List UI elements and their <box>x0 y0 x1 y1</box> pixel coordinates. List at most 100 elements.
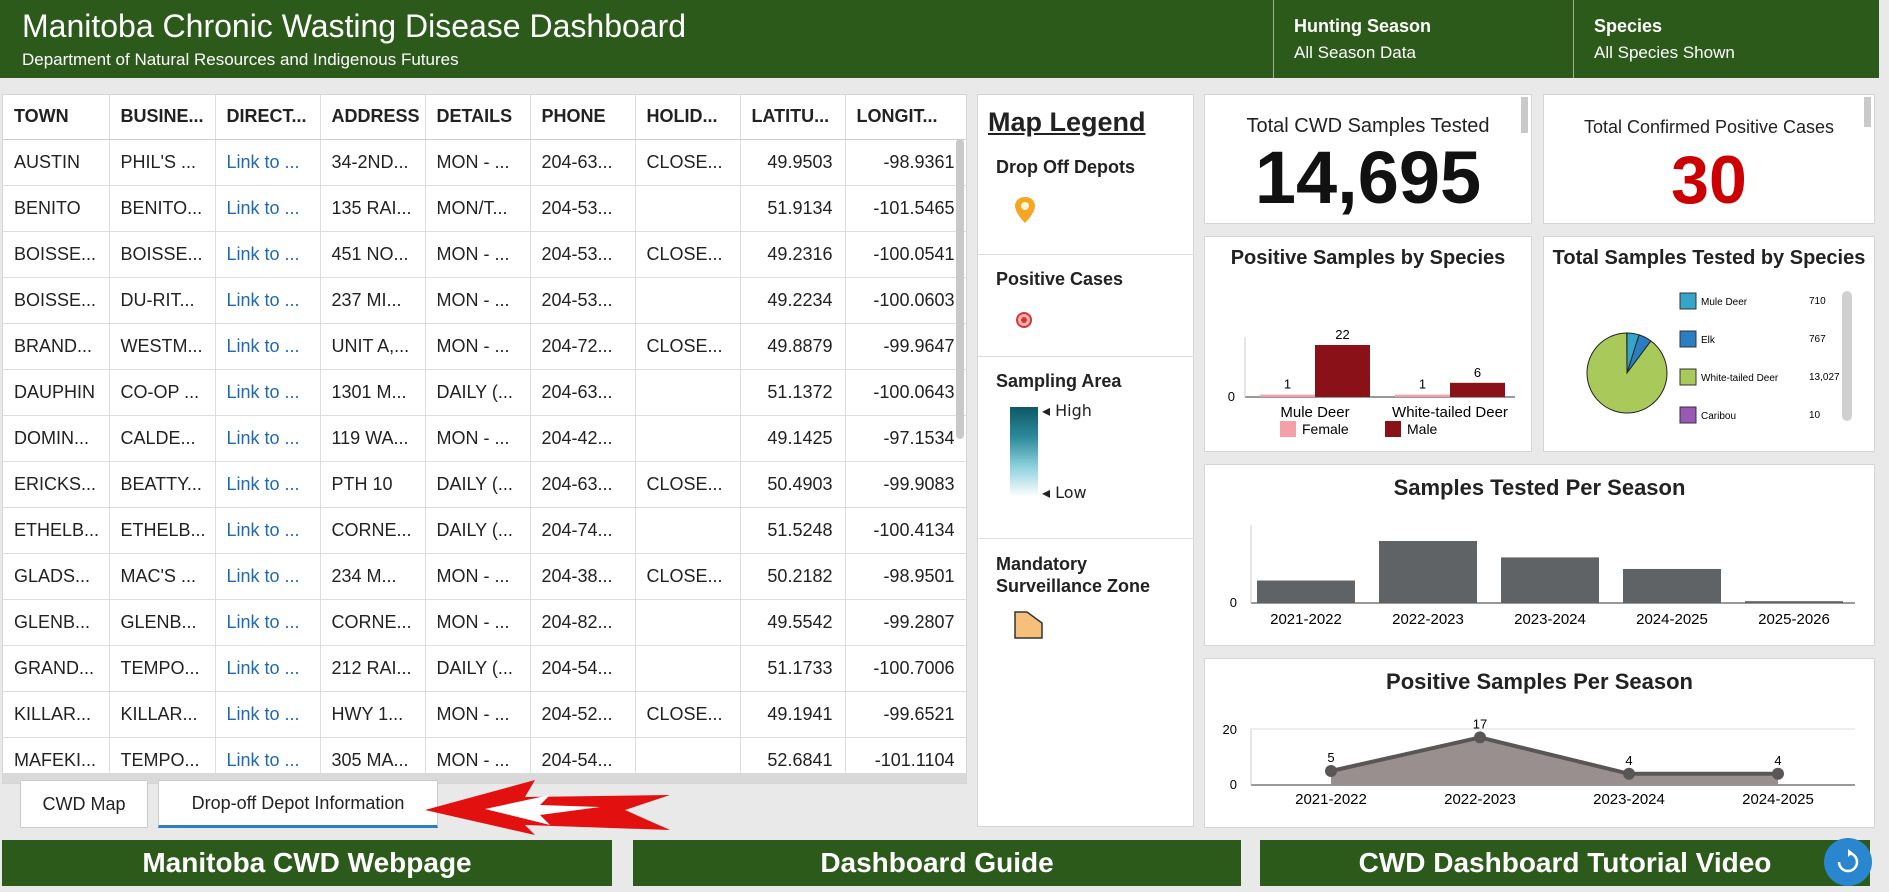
refresh-button[interactable] <box>1824 838 1872 886</box>
table-row[interactable]: DOMIN... CALDE... Link to ... 119 WA... MON … <box>3 415 966 462</box>
kpi-total-samples-card: Total CWD Samples Tested 14,695 <box>1204 94 1532 224</box>
table-cell[interactable]: Link to ... <box>215 415 321 462</box>
chart4-title: Positive Samples Per Season <box>1386 669 1693 694</box>
column-header[interactable]: PHONE <box>530 95 636 140</box>
table-row[interactable]: AUSTIN PHIL'S ... Link to ... 34-2ND... MON … <box>3 139 966 186</box>
table-cell: 1301 M... <box>320 369 426 416</box>
dashboard-title: Manitoba Chronic Wasting Disease Dashboa… <box>22 8 687 44</box>
season-bar <box>1257 580 1355 603</box>
dashboard-guide-button[interactable]: Dashboard Guide <box>633 840 1241 886</box>
table-scrollbar-horizontal[interactable] <box>3 773 966 783</box>
table-row[interactable]: ERICKS... BEATTY... Link to ... PTH 10 DAILY… <box>3 461 966 508</box>
table-cell: GLADS... <box>3 553 110 600</box>
positive-case-icon <box>1016 312 1032 328</box>
legend-label: Elk <box>1701 335 1716 346</box>
table-cell: MON - ... <box>425 277 531 324</box>
hunting-season-selector[interactable]: Hunting Season All Season Data <box>1273 0 1573 78</box>
table-cell[interactable]: Link to ... <box>215 553 321 600</box>
samples-per-season-card: Samples Tested Per Season 0 2021-2022 2022… <box>1204 464 1875 646</box>
table-cell: 49.5542 <box>740 599 846 646</box>
table-cell: DAUPHIN <box>3 369 110 416</box>
table-cell: ETHELB... <box>3 507 110 554</box>
kpi-total-label: Total CWD Samples Tested <box>1246 115 1490 137</box>
table-cell: -99.9083 <box>845 461 966 508</box>
tab-drop-off-depot-information[interactable]: Drop-off Depot Information <box>158 780 438 828</box>
table-cell: 237 MI... <box>320 277 426 324</box>
y-tick-label: 0 <box>1228 389 1235 404</box>
table-cell: PTH 10 <box>320 461 426 508</box>
table-cell: CLOSE... <box>635 139 741 186</box>
table-row[interactable]: KILLAR... KILLAR... Link to ... HWY 1... MON… <box>3 691 966 738</box>
column-header[interactable]: BUSINE... <box>109 95 216 140</box>
table-cell[interactable]: Link to ... <box>215 461 321 508</box>
table-cell: BRAND... <box>3 323 110 370</box>
column-header[interactable]: ADDRESS <box>320 95 426 140</box>
column-header[interactable]: LONGIT... <box>845 95 966 140</box>
column-header[interactable]: HOLID... <box>635 95 741 140</box>
table-cell: 204-63... <box>530 461 636 508</box>
table-cell: BENITO... <box>109 185 216 232</box>
legend-swatch <box>1679 330 1697 348</box>
table-cell[interactable]: Link to ... <box>215 323 321 370</box>
table-cell: TEMPO... <box>109 645 216 692</box>
legend-mandatory-section: Mandatory Surveillance Zone <box>978 539 1194 828</box>
pie-legend-scrollbar[interactable] <box>1842 291 1852 421</box>
bar-female <box>1260 394 1315 397</box>
kpi-total-scrollbar[interactable] <box>1521 97 1528 133</box>
x-tick-label: 2021-2022 <box>1295 791 1367 808</box>
table-cell: -98.9361 <box>845 139 966 186</box>
legend-value: 767 <box>1809 334 1826 345</box>
table-cell[interactable]: Link to ... <box>215 277 321 324</box>
table-cell: 34-2ND... <box>320 139 426 186</box>
column-header[interactable]: DIRECT... <box>215 95 321 140</box>
kpi-positive-value: 30 <box>1671 142 1747 218</box>
x-tick-label: 2023-2024 <box>1514 611 1586 628</box>
column-header[interactable]: DETAILS <box>425 95 531 140</box>
table-cell[interactable]: Link to ... <box>215 599 321 646</box>
table-cell: MON - ... <box>425 139 531 186</box>
column-header[interactable]: LATITU... <box>740 95 846 140</box>
x-tick-label: 2022-2023 <box>1392 611 1464 628</box>
table-cell: KILLAR... <box>3 691 110 738</box>
table-cell: BOISSE... <box>3 277 110 324</box>
table-cell: CLOSE... <box>635 461 741 508</box>
cwd-webpage-button[interactable]: Manitoba CWD Webpage <box>2 840 612 886</box>
table-row[interactable]: BOISSE... BOISSE... Link to ... 451 NO... MO… <box>3 231 966 278</box>
table-cell[interactable]: Link to ... <box>215 185 321 232</box>
x-tick-label: 2021-2022 <box>1270 611 1342 628</box>
table-cell[interactable]: Link to ... <box>215 139 321 186</box>
legend-swatch <box>1679 368 1697 386</box>
table-cell: -100.0603 <box>845 277 966 324</box>
sampling-high-label: High <box>1055 401 1092 420</box>
legend-value: 710 <box>1809 296 1826 307</box>
x-tick-label: 2023-2024 <box>1593 791 1665 808</box>
tutorial-video-button[interactable]: CWD Dashboard Tutorial Video <box>1260 840 1870 886</box>
table-cell: GLENB... <box>109 599 216 646</box>
table-cell[interactable]: Link to ... <box>215 231 321 278</box>
column-header[interactable]: TOWN <box>3 95 110 140</box>
table-cell: DAILY (... <box>425 461 531 508</box>
table-scrollbar[interactable] <box>956 139 964 439</box>
table-row[interactable]: GLADS... MAC'S ... Link to ... 234 M... MON … <box>3 553 966 600</box>
table-row[interactable]: BOISSE... DU-RIT... Link to ... 237 MI... MO… <box>3 277 966 324</box>
species-selector[interactable]: Species All Species Shown <box>1573 0 1879 78</box>
table-row[interactable]: GRAND... TEMPO... Link to ... 212 RAI... DAI… <box>3 645 966 692</box>
data-label: 1 <box>1284 377 1291 392</box>
positive-per-season-chart: 20 0 5 2021-2022 17 2022-2023 4 2023-2024 4 2024-… <box>1223 716 1855 808</box>
table-cell[interactable]: Link to ... <box>215 645 321 692</box>
table-row[interactable]: BENITO BENITO... Link to ... 135 RAI... MON/… <box>3 185 966 232</box>
legend-label: Male <box>1407 421 1438 437</box>
table-cell: MON - ... <box>425 691 531 738</box>
positive-per-season-card: Positive Samples Per Season 20 0 5 2021-202… <box>1204 658 1875 828</box>
kpi-positive-scrollbar[interactable] <box>1864 97 1871 127</box>
table-row[interactable]: GLENB... GLENB... Link to ... CORNE... MON -… <box>3 599 966 646</box>
table-cell: CO-OP ... <box>109 369 216 416</box>
table-cell[interactable]: Link to ... <box>215 691 321 738</box>
tab-cwd-map[interactable]: CWD Map <box>20 780 148 828</box>
table-cell: MON - ... <box>425 553 531 600</box>
table-row[interactable]: BRAND... WESTM... Link to ... UNIT A,... MON… <box>3 323 966 370</box>
table-cell[interactable]: Link to ... <box>215 369 321 416</box>
table-cell[interactable]: Link to ... <box>215 507 321 554</box>
table-row[interactable]: ETHELB... ETHELB... Link to ... CORNE... DAI… <box>3 507 966 554</box>
table-row[interactable]: DAUPHIN CO-OP ... Link to ... 1301 M... DAIL… <box>3 369 966 416</box>
